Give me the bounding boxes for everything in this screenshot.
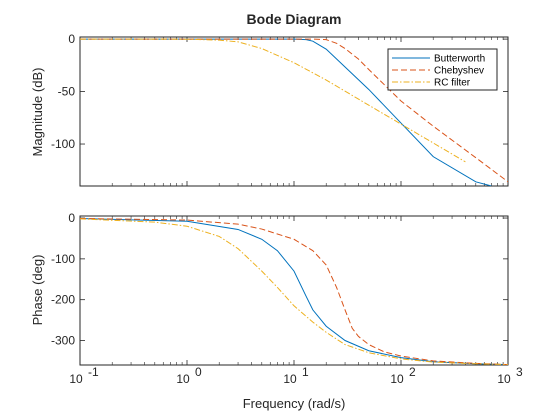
x-tick-label: 10	[390, 372, 404, 386]
x-tick-label-exponent: 1	[302, 365, 309, 379]
magnitude-y-tick-label: 0	[68, 32, 75, 46]
x-axis-label: Frequency (rad/s)	[243, 396, 346, 411]
x-tick-label-exponent: 0	[195, 365, 202, 379]
x-tick-label-exponent: 2	[409, 365, 416, 379]
phase-series-butterworth	[80, 217, 508, 365]
x-tick-label-exponent: 3	[516, 365, 523, 379]
phase-y-tick-label: -300	[51, 334, 75, 348]
x-tick-label: 10	[69, 372, 83, 386]
phase-series-rc-filter	[80, 218, 508, 365]
x-tick-label: 10	[283, 372, 297, 386]
magnitude-y-tick-label: -100	[51, 137, 75, 151]
legend-label-rc-filter: RC filter	[434, 78, 471, 89]
legend-label-butterworth: Butterworth	[434, 54, 485, 65]
magnitude-y-tick-label: -50	[58, 85, 76, 99]
legend-label-chebyshev: Chebyshev	[434, 66, 484, 77]
phase-series-chebyshev	[80, 217, 508, 365]
phase-axes-box	[79, 215, 509, 366]
phase-y-tick-label: 0	[68, 211, 75, 225]
x-tick-label: 10	[176, 372, 190, 386]
magnitude-y-axis-label: Magnitude (dB)	[30, 68, 45, 157]
phase-y-axis-label: Phase (deg)	[30, 255, 45, 326]
legend-box	[387, 48, 498, 91]
phase-y-tick-label: -200	[51, 293, 75, 307]
chart-title: Bode Diagram	[247, 11, 342, 27]
x-tick-label: 10	[497, 372, 511, 386]
x-tick-label-exponent: -1	[88, 365, 99, 379]
magnitude-series-rc-filter	[80, 38, 466, 163]
phase-y-tick-label: -100	[51, 252, 75, 266]
phase-plot: 0 -100 -200 -300 10 -1 10 0 10 1 10 2 10 3	[51, 211, 523, 386]
